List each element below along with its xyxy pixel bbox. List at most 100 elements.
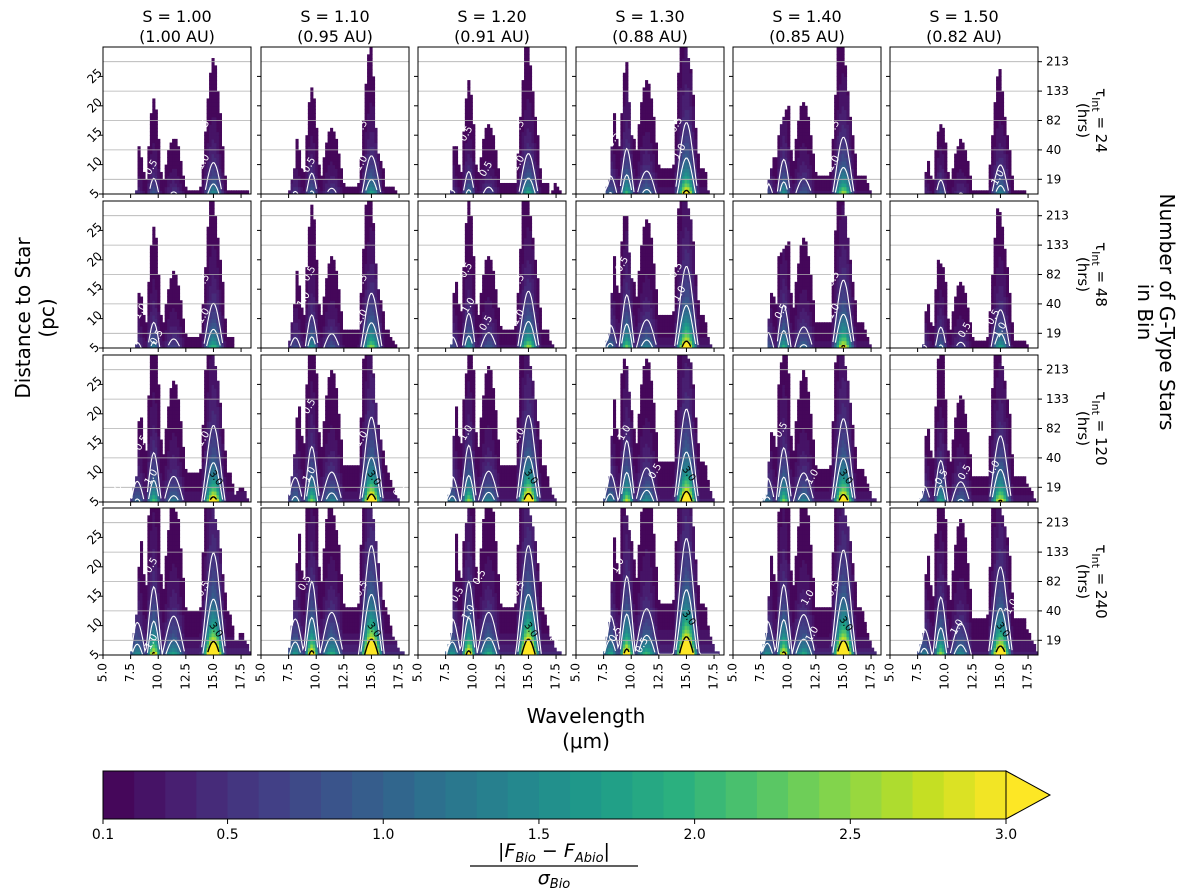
contour-cell: [799, 182, 803, 188]
contour-cell: [335, 296, 339, 301]
contour-cell: [332, 340, 336, 345]
contour-cell: [457, 182, 461, 188]
contour-cell: [305, 149, 309, 155]
contour-cell: [152, 120, 156, 125]
contour-cell: [164, 344, 168, 348]
contour-cell: [362, 186, 366, 191]
contour-cell: [487, 153, 491, 158]
contour-cell: [312, 142, 316, 147]
contour-cell: [364, 171, 368, 177]
contour-cell: [622, 105, 626, 111]
contour-cell: [662, 175, 666, 180]
contour-cell: [946, 182, 950, 188]
contour-cell: [701, 168, 705, 173]
contour-cell: [627, 175, 631, 180]
contour-cell: [209, 289, 213, 294]
contour-cell: [164, 314, 168, 320]
contour-cell: [372, 113, 376, 118]
contour-cell: [149, 113, 153, 118]
contour-cell: [367, 303, 371, 309]
contour-cell: [154, 135, 158, 140]
contour-cell: [558, 190, 562, 194]
contour-cell: [620, 116, 624, 122]
contour-cell: [622, 76, 626, 81]
contour-cell: [367, 204, 371, 209]
contour-cell: [472, 168, 476, 173]
contour-cell: [147, 307, 151, 312]
contour-cell: [993, 182, 997, 188]
contour-cell: [779, 186, 783, 191]
contour-cell: [209, 142, 213, 147]
contour-cell: [797, 157, 801, 162]
contour-cell: [335, 164, 339, 169]
contour-cell: [687, 160, 691, 166]
contour-cell: [174, 179, 178, 184]
contour-cell: [811, 164, 815, 169]
contour-cell: [354, 333, 358, 338]
contour-cell: [216, 263, 220, 268]
contour-cell: [846, 94, 850, 100]
contour-cell: [809, 168, 813, 173]
contour-cell: [214, 113, 218, 118]
contour-cell: [369, 69, 373, 74]
contour-cell: [386, 340, 390, 345]
contour-cell: [521, 127, 525, 133]
contour-cell: [305, 175, 309, 180]
contour-cell: [310, 303, 314, 309]
contour-cell: [489, 171, 493, 177]
contour-cell: [966, 168, 970, 173]
contour-cell: [615, 146, 619, 151]
contour-cell: [154, 164, 158, 169]
contour-cell: [521, 131, 525, 136]
contour-cell: [305, 325, 309, 331]
contour-cell: [367, 281, 371, 287]
contour-cell: [682, 168, 686, 173]
contour-cell: [152, 124, 156, 129]
contour-cell: [620, 179, 624, 184]
contour-cell: [536, 135, 540, 140]
contour-cell: [991, 175, 995, 180]
contour-cell: [677, 146, 681, 151]
contour-cell: [379, 168, 383, 173]
contour-cell: [310, 94, 314, 100]
contour-cell: [149, 278, 153, 283]
contour-cell: [674, 138, 678, 144]
contour-cell: [809, 157, 813, 162]
contour-cell: [452, 164, 456, 169]
contour-cell: [317, 322, 321, 327]
contour-cell: [927, 171, 931, 177]
contour-cell: [536, 182, 540, 188]
contour-cell: [531, 124, 535, 129]
contour-cell: [477, 175, 481, 180]
contour-cell: [216, 160, 220, 166]
contour-cell: [524, 54, 528, 59]
contour-cell: [959, 182, 963, 188]
contour-cell: [367, 333, 371, 338]
contour-cell: [802, 120, 806, 125]
contour-cell: [615, 175, 619, 180]
contour-cell: [352, 190, 356, 194]
contour-cell: [162, 340, 166, 345]
contour-cell: [315, 149, 319, 155]
contour-cell: [816, 175, 820, 180]
contour-cell: [954, 186, 958, 191]
contour-cell: [1005, 149, 1009, 155]
contour-cell: [218, 157, 222, 162]
contour-cell: [492, 182, 496, 188]
contour-cell: [836, 58, 840, 63]
contour-cell: [337, 182, 341, 188]
contour-cell: [367, 160, 371, 166]
contour-cell: [494, 171, 498, 177]
contour-cell: [206, 102, 210, 107]
contour-line: [292, 155, 382, 194]
contour-cell: [152, 336, 156, 342]
contour-cell: [627, 182, 631, 188]
contour-cell: [221, 190, 225, 194]
contour-cell: [848, 124, 852, 129]
contour-cell: [367, 171, 371, 177]
contour-cell: [335, 138, 339, 144]
contour-cell: [298, 325, 302, 331]
contour-cell: [307, 135, 311, 140]
contour-cell: [792, 168, 796, 173]
contour-cell: [487, 157, 491, 162]
